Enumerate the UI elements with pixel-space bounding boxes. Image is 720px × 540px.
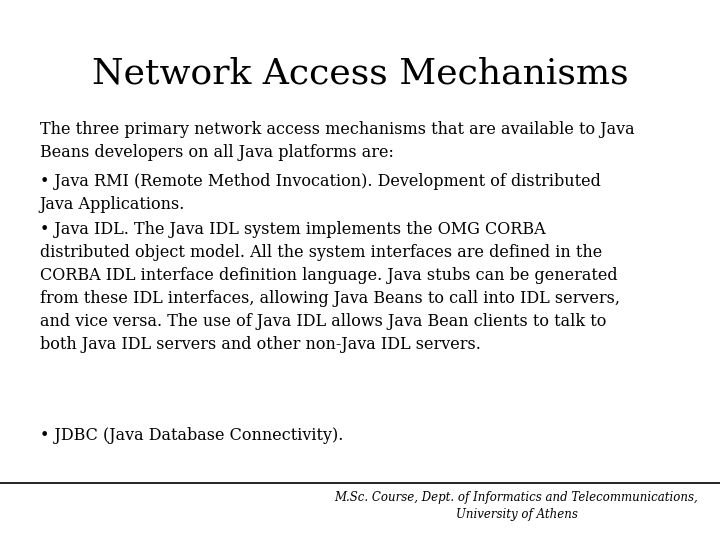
- Text: • Java RMI (Remote Method Invocation). Development of distributed
Java Applicati: • Java RMI (Remote Method Invocation). D…: [40, 173, 600, 213]
- Text: • Java IDL. The Java IDL system implements the OMG CORBA
distributed object mode: • Java IDL. The Java IDL system implemen…: [40, 221, 620, 353]
- Text: M.Sc. Course, Dept. of Informatics and Telecommunications,
University of Athens: M.Sc. Course, Dept. of Informatics and T…: [335, 491, 698, 522]
- Text: Network Access Mechanisms: Network Access Mechanisms: [91, 57, 629, 91]
- Text: The three primary network access mechanisms that are available to Java
Beans dev: The three primary network access mechani…: [40, 122, 634, 161]
- Text: • JDBC (Java Database Connectivity).: • JDBC (Java Database Connectivity).: [40, 427, 343, 443]
